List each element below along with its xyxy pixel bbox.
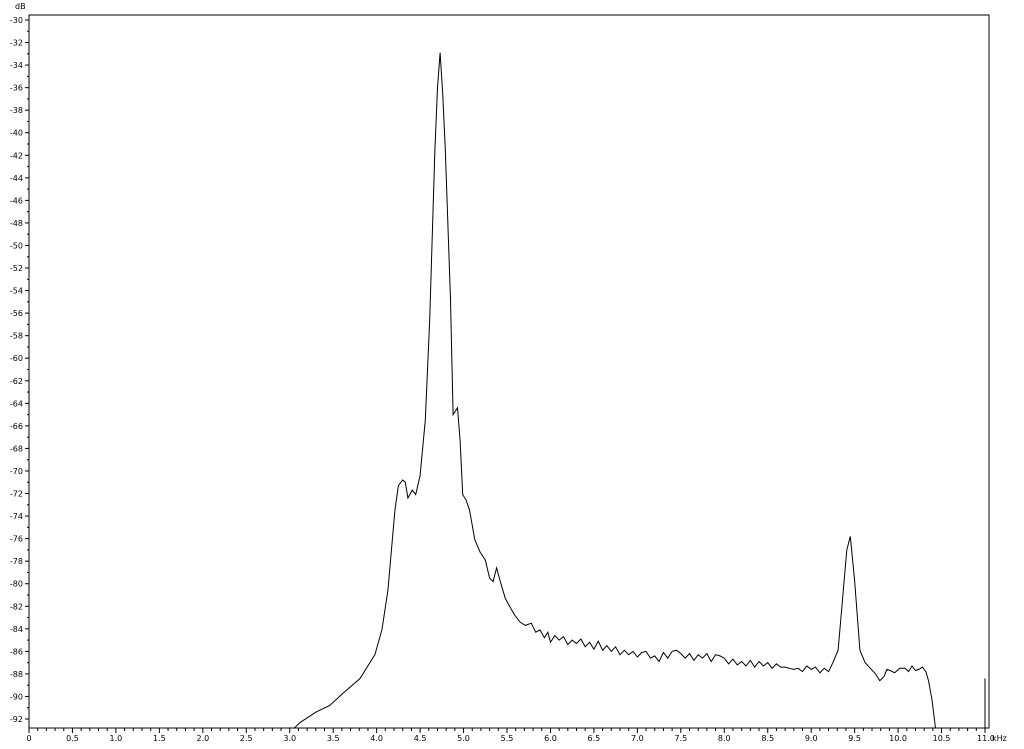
- x-tick-label: 5.0: [457, 734, 470, 743]
- y-axis: -30 -32 -34 -36 -38 -40 -42 -44 -46 -48 -50 -52 -54 -…: [10, 16, 29, 724]
- y-tick-label: -84: [10, 625, 23, 634]
- y-tick-label: -88: [10, 670, 23, 679]
- x-tick-label: 9.5: [848, 734, 861, 743]
- x-tick-label: 4.5: [414, 734, 427, 743]
- x-tick-label: 10.5: [933, 734, 951, 743]
- y-tick-label: -92: [10, 715, 23, 724]
- y-tick-label: -38: [10, 106, 23, 115]
- y-tick-label: -40: [10, 129, 23, 138]
- y-tick-label: -50: [10, 241, 23, 250]
- y-tick-label: -72: [10, 490, 23, 499]
- y-axis-label: dB: [15, 2, 26, 11]
- x-tick-label: 1.0: [110, 734, 123, 743]
- y-tick-label: -76: [10, 535, 23, 544]
- x-tick-label: 1.5: [153, 734, 166, 743]
- x-tick-label: 2.0: [196, 734, 209, 743]
- y-tick-label: -90: [10, 692, 23, 701]
- x-tick-label: 7.5: [674, 734, 687, 743]
- y-tick-label: -32: [10, 39, 23, 48]
- x-tick-label: 11.0: [977, 734, 995, 743]
- y-tick-label: -36: [10, 84, 23, 93]
- x-tick-label: 7.0: [631, 734, 644, 743]
- y-tick-label: -80: [10, 580, 23, 589]
- x-tick-label: 5.5: [501, 734, 514, 743]
- y-tick-label: -30: [10, 16, 23, 25]
- x-tick-label: 3.0: [283, 734, 296, 743]
- y-tick-label: -56: [10, 309, 23, 318]
- y-tick-label: -62: [10, 377, 23, 386]
- x-tick-label: 8.0: [718, 734, 731, 743]
- y-tick-label: -82: [10, 602, 23, 611]
- x-axis-unit: kHz: [992, 734, 1007, 743]
- y-tick-label: -70: [10, 467, 23, 476]
- y-tick-label: -60: [10, 354, 23, 363]
- x-tick-label: 9.0: [805, 734, 818, 743]
- x-axis: 0 0.5 1.0 1.5 2.0 2.5 3.0 3.5 4.0 4.5 5.0 5.5 6.0 6.5…: [26, 728, 1007, 743]
- y-tick-label: -64: [10, 399, 23, 408]
- x-tick-label: 2.5: [240, 734, 253, 743]
- y-tick-label: -58: [10, 332, 23, 341]
- y-tick-label: -68: [10, 444, 23, 453]
- x-tick-label: 0.5: [66, 734, 79, 743]
- x-tick-label: 6.0: [544, 734, 557, 743]
- x-tick-label: 0: [26, 734, 31, 743]
- y-tick-label: -86: [10, 647, 23, 656]
- y-tick-label: -34: [10, 61, 23, 70]
- plot-frame: [28, 14, 990, 729]
- y-tick-label: -66: [10, 422, 23, 431]
- x-tick-label: 8.5: [761, 734, 774, 743]
- x-tick-label: 6.5: [588, 734, 601, 743]
- spectrum-line: [293, 52, 986, 728]
- x-tick-label: 3.5: [327, 734, 340, 743]
- y-tick-label: -54: [10, 287, 23, 296]
- y-tick-label: -74: [10, 512, 23, 521]
- x-tick-label: 10.0: [889, 734, 907, 743]
- y-tick-label: -46: [10, 196, 23, 205]
- y-tick-label: -42: [10, 151, 23, 160]
- y-tick-label: -52: [10, 264, 23, 273]
- y-tick-label: -44: [10, 174, 23, 183]
- x-tick-label: 4.0: [370, 734, 383, 743]
- y-tick-label: -78: [10, 557, 23, 566]
- y-tick-label: -48: [10, 219, 23, 228]
